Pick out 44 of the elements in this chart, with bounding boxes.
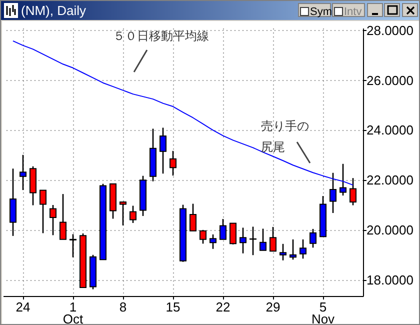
candlestick — [200, 229, 206, 244]
candlestick — [70, 234, 76, 258]
candlestick — [310, 228, 316, 248]
candlestick — [10, 168, 16, 237]
x-tick-label: 22 — [216, 300, 230, 314]
y-tick-label: 22.0000 — [366, 172, 414, 188]
toolbar-button: Intv — [332, 3, 365, 17]
chart-title: (NM), Daily — [21, 2, 86, 20]
candlestick — [300, 238, 306, 260]
candlestick — [220, 218, 226, 240]
y-tick-label: 18.0000 — [366, 272, 414, 288]
x-tick-label: 24 — [16, 300, 30, 314]
x-tick-label: 15 — [166, 300, 180, 314]
candlestick — [270, 226, 276, 252]
x-tick-label: 1 Oct — [62, 300, 84, 325]
candlestick — [160, 127, 166, 174]
candlestick — [190, 203, 196, 232]
candlestick — [130, 205, 136, 224]
line-series — [12, 40, 354, 186]
candlestick — [170, 150, 176, 176]
x-tick-label: 5 Nov — [311, 300, 336, 325]
candlestick — [210, 234, 216, 250]
candlestick — [50, 204, 56, 236]
candlestick — [290, 238, 296, 260]
candlestick — [240, 227, 246, 254]
candlestick — [260, 228, 266, 252]
toolbar-button: Sym — [298, 3, 331, 17]
annotation: 売り手の — [261, 119, 309, 133]
candlestick — [350, 177, 356, 206]
y-tick-label: 26.0000 — [366, 72, 414, 88]
candlestick — [40, 190, 46, 234]
candlestick — [230, 222, 236, 246]
candlestick — [120, 201, 126, 226]
x-tick-label: 8 — [119, 300, 127, 314]
candlestick — [250, 226, 256, 256]
annotation: 尻尾 — [261, 140, 285, 154]
x-tick-label: 29 — [266, 300, 280, 314]
candlestick — [60, 193, 66, 240]
y-tick-label: 28.0000 — [366, 22, 414, 38]
candlestick — [280, 243, 286, 261]
candlestick — [20, 154, 26, 191]
y-tick-label: 24.0000 — [366, 122, 414, 138]
annotation: ５０日移動平均線 — [113, 29, 209, 43]
y-tick-label: 20.0000 — [366, 222, 414, 238]
